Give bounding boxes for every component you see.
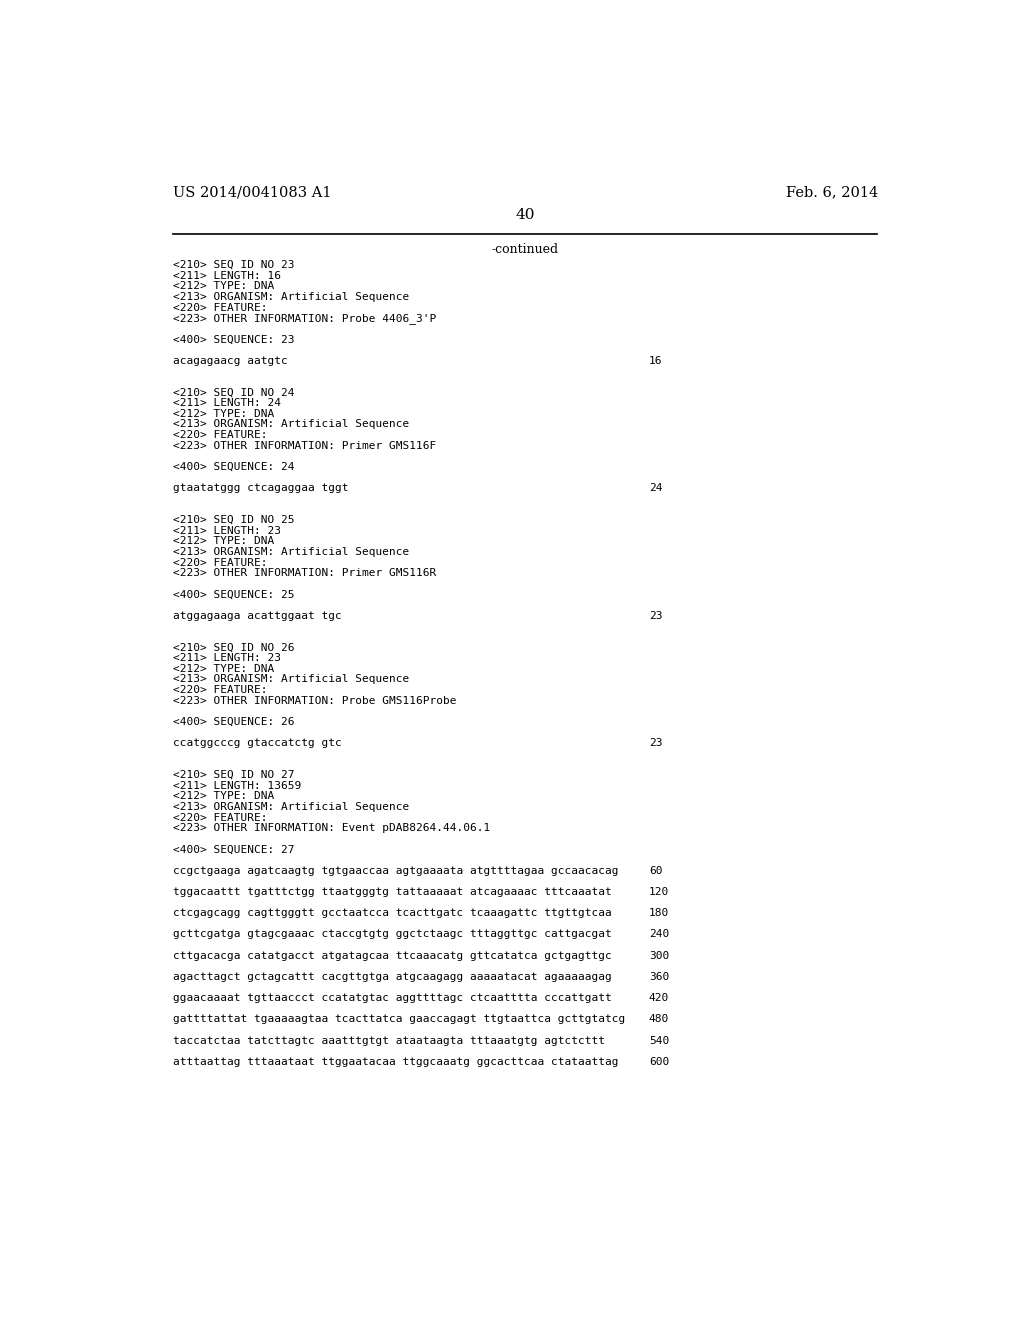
Text: <223> OTHER INFORMATION: Probe 4406_3'P: <223> OTHER INFORMATION: Probe 4406_3'P	[173, 313, 436, 325]
Text: <212> TYPE: DNA: <212> TYPE: DNA	[173, 536, 274, 546]
Text: <223> OTHER INFORMATION: Event pDAB8264.44.06.1: <223> OTHER INFORMATION: Event pDAB8264.…	[173, 824, 490, 833]
Text: <211> LENGTH: 16: <211> LENGTH: 16	[173, 271, 281, 281]
Text: atggagaaga acattggaat tgc: atggagaaga acattggaat tgc	[173, 611, 342, 620]
Text: <211> LENGTH: 23: <211> LENGTH: 23	[173, 525, 281, 536]
Text: <220> FEATURE:: <220> FEATURE:	[173, 557, 267, 568]
Text: <400> SEQUENCE: 27: <400> SEQUENCE: 27	[173, 845, 295, 854]
Text: <220> FEATURE:: <220> FEATURE:	[173, 302, 267, 313]
Text: <400> SEQUENCE: 24: <400> SEQUENCE: 24	[173, 462, 295, 473]
Text: 480: 480	[649, 1015, 669, 1024]
Text: <210> SEQ ID NO 25: <210> SEQ ID NO 25	[173, 515, 295, 525]
Text: tggacaattt tgatttctgg ttaatgggtg tattaaaaat atcagaaaac tttcaaatat: tggacaattt tgatttctgg ttaatgggtg tattaaa…	[173, 887, 611, 898]
Text: taccatctaa tatcttagtc aaatttgtgt ataataagta tttaaatgtg agtctcttt: taccatctaa tatcttagtc aaatttgtgt ataataa…	[173, 1036, 605, 1045]
Text: 120: 120	[649, 887, 669, 898]
Text: 360: 360	[649, 972, 669, 982]
Text: Feb. 6, 2014: Feb. 6, 2014	[786, 185, 879, 199]
Text: <220> FEATURE:: <220> FEATURE:	[173, 430, 267, 440]
Text: 420: 420	[649, 993, 669, 1003]
Text: -continued: -continued	[492, 243, 558, 256]
Text: US 2014/0041083 A1: US 2014/0041083 A1	[173, 185, 332, 199]
Text: <223> OTHER INFORMATION: Primer GMS116F: <223> OTHER INFORMATION: Primer GMS116F	[173, 441, 436, 450]
Text: <211> LENGTH: 23: <211> LENGTH: 23	[173, 653, 281, 663]
Text: 23: 23	[649, 611, 663, 620]
Text: atttaattag tttaaataat ttggaatacaa ttggcaaatg ggcacttcaa ctataattag: atttaattag tttaaataat ttggaatacaa ttggca…	[173, 1057, 618, 1067]
Text: <213> ORGANISM: Artificial Sequence: <213> ORGANISM: Artificial Sequence	[173, 803, 410, 812]
Text: ggaacaaaat tgttaaccct ccatatgtac aggttttagc ctcaatttta cccattgatt: ggaacaaaat tgttaaccct ccatatgtac aggtttt…	[173, 993, 611, 1003]
Text: <210> SEQ ID NO 26: <210> SEQ ID NO 26	[173, 643, 295, 652]
Text: <211> LENGTH: 13659: <211> LENGTH: 13659	[173, 780, 301, 791]
Text: <213> ORGANISM: Artificial Sequence: <213> ORGANISM: Artificial Sequence	[173, 420, 410, 429]
Text: <212> TYPE: DNA: <212> TYPE: DNA	[173, 281, 274, 292]
Text: acagagaacg aatgtc: acagagaacg aatgtc	[173, 355, 288, 366]
Text: <211> LENGTH: 24: <211> LENGTH: 24	[173, 399, 281, 408]
Text: 60: 60	[649, 866, 663, 875]
Text: <400> SEQUENCE: 26: <400> SEQUENCE: 26	[173, 717, 295, 727]
Text: agacttagct gctagcattt cacgttgtga atgcaagagg aaaaatacat agaaaaagag: agacttagct gctagcattt cacgttgtga atgcaag…	[173, 972, 611, 982]
Text: <220> FEATURE:: <220> FEATURE:	[173, 685, 267, 696]
Text: <210> SEQ ID NO 24: <210> SEQ ID NO 24	[173, 388, 295, 397]
Text: <210> SEQ ID NO 23: <210> SEQ ID NO 23	[173, 260, 295, 271]
Text: <223> OTHER INFORMATION: Primer GMS116R: <223> OTHER INFORMATION: Primer GMS116R	[173, 568, 436, 578]
Text: gtaatatggg ctcagaggaa tggt: gtaatatggg ctcagaggaa tggt	[173, 483, 348, 494]
Text: 240: 240	[649, 929, 669, 940]
Text: 23: 23	[649, 738, 663, 748]
Text: <212> TYPE: DNA: <212> TYPE: DNA	[173, 664, 274, 673]
Text: 40: 40	[515, 209, 535, 223]
Text: gcttcgatga gtagcgaaac ctaccgtgtg ggctctaagc tttaggttgc cattgacgat: gcttcgatga gtagcgaaac ctaccgtgtg ggctcta…	[173, 929, 611, 940]
Text: <223> OTHER INFORMATION: Probe GMS116Probe: <223> OTHER INFORMATION: Probe GMS116Pro…	[173, 696, 457, 706]
Text: 16: 16	[649, 355, 663, 366]
Text: cttgacacga catatgacct atgatagcaa ttcaaacatg gttcatatca gctgagttgc: cttgacacga catatgacct atgatagcaa ttcaaac…	[173, 950, 611, 961]
Text: <400> SEQUENCE: 23: <400> SEQUENCE: 23	[173, 334, 295, 345]
Text: <400> SEQUENCE: 25: <400> SEQUENCE: 25	[173, 590, 295, 599]
Text: 24: 24	[649, 483, 663, 494]
Text: <212> TYPE: DNA: <212> TYPE: DNA	[173, 792, 274, 801]
Text: <210> SEQ ID NO 27: <210> SEQ ID NO 27	[173, 770, 295, 780]
Text: gattttattat tgaaaaagtaa tcacttatca gaaccagagt ttgtaattca gcttgtatcg: gattttattat tgaaaaagtaa tcacttatca gaacc…	[173, 1015, 626, 1024]
Text: 180: 180	[649, 908, 669, 919]
Text: 600: 600	[649, 1057, 669, 1067]
Text: <213> ORGANISM: Artificial Sequence: <213> ORGANISM: Artificial Sequence	[173, 292, 410, 302]
Text: 540: 540	[649, 1036, 669, 1045]
Text: <213> ORGANISM: Artificial Sequence: <213> ORGANISM: Artificial Sequence	[173, 675, 410, 685]
Text: <212> TYPE: DNA: <212> TYPE: DNA	[173, 409, 274, 418]
Text: ctcgagcagg cagttgggtt gcctaatcca tcacttgatc tcaaagattc ttgttgtcaa: ctcgagcagg cagttgggtt gcctaatcca tcacttg…	[173, 908, 611, 919]
Text: ccatggcccg gtaccatctg gtc: ccatggcccg gtaccatctg gtc	[173, 738, 342, 748]
Text: ccgctgaaga agatcaagtg tgtgaaccaa agtgaaaata atgttttagaa gccaacacag: ccgctgaaga agatcaagtg tgtgaaccaa agtgaaa…	[173, 866, 618, 875]
Text: <213> ORGANISM: Artificial Sequence: <213> ORGANISM: Artificial Sequence	[173, 546, 410, 557]
Text: 300: 300	[649, 950, 669, 961]
Text: <220> FEATURE:: <220> FEATURE:	[173, 813, 267, 822]
